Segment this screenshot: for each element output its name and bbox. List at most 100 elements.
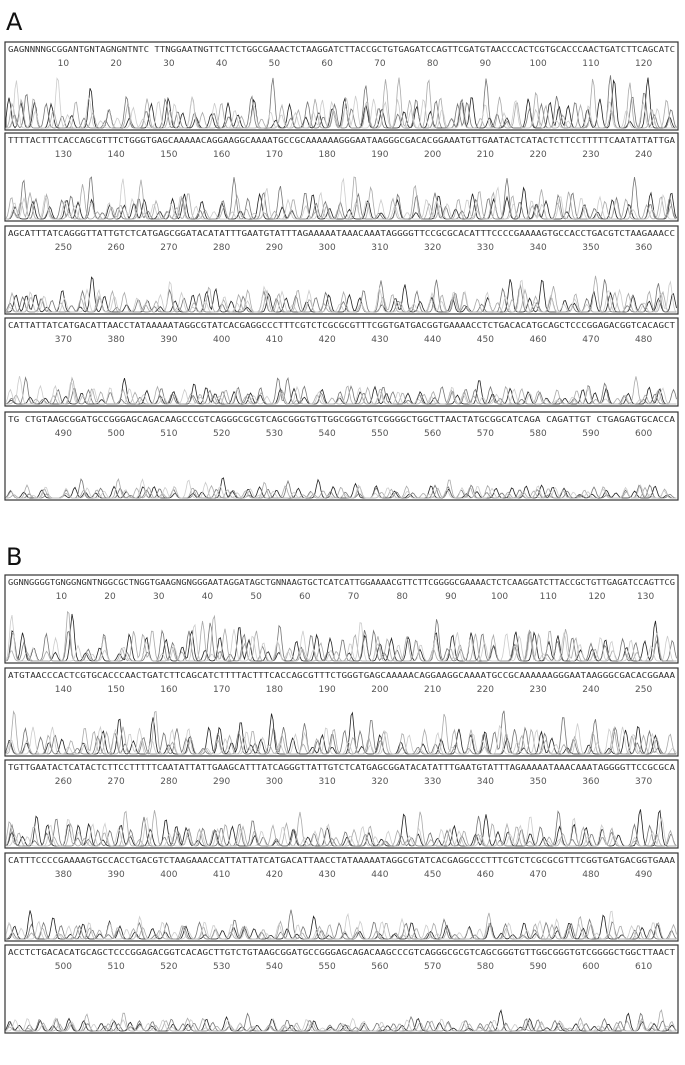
trace: [6, 910, 677, 940]
trace: [5, 478, 677, 499]
panel-label: A: [6, 8, 23, 36]
position-number: 430: [319, 870, 336, 880]
sequence: CATTATTATCATGACATTAACCTATAAAAATAGGCGTATC…: [8, 321, 675, 330]
sequence: GGNNGGGGTGNGGNGNTNGGCGCTNGGTGAAGNGNGGGAA…: [8, 578, 675, 587]
position-number: 240: [582, 685, 599, 695]
position-number: 50: [250, 592, 262, 602]
position-number: 100: [530, 59, 547, 69]
position-number: 570: [424, 962, 441, 972]
strip-frame: [4, 759, 679, 849]
trace-strip: GAGNNNNGCGGANTGNTAGNGNTNTC TTNGGAATNGTTC…: [4, 41, 679, 131]
position-number: 160: [213, 150, 230, 160]
position-number: 440: [424, 335, 441, 345]
position-number: 360: [582, 777, 599, 787]
position-number: 570: [477, 429, 494, 439]
position-number: 340: [530, 243, 547, 253]
position-number: 420: [319, 335, 336, 345]
trace: [5, 77, 677, 129]
position-number: 320: [424, 243, 441, 253]
trace: [5, 912, 677, 940]
position-number: 460: [530, 335, 547, 345]
trace: [6, 816, 677, 847]
trace: [6, 176, 677, 220]
trace: [5, 279, 677, 313]
strip-frame: [4, 41, 679, 131]
sequence: TGTTGAATACTCATACTCTTCCTTTTTCAATATTATTGAA…: [8, 763, 675, 772]
position-number: 70: [374, 59, 386, 69]
position-number: 590: [530, 962, 547, 972]
position-number: 90: [480, 59, 492, 69]
position-number: 370: [55, 335, 72, 345]
position-number: 440: [371, 870, 388, 880]
position-number: 100: [491, 592, 508, 602]
trace: [5, 275, 677, 313]
position-number: 210: [477, 150, 494, 160]
position-number: 330: [424, 777, 441, 787]
trace: [5, 279, 677, 313]
position-number: 590: [582, 429, 599, 439]
position-number: 140: [108, 150, 125, 160]
position-number: 200: [371, 685, 388, 695]
trace: [5, 615, 677, 662]
position-number: 450: [424, 870, 441, 880]
position-number: 300: [266, 777, 283, 787]
position-number: 120: [588, 592, 605, 602]
position-number: 290: [266, 243, 283, 253]
position-number: 400: [213, 335, 230, 345]
position-number: 480: [582, 870, 599, 880]
sequence: ACCTCTGACACATGCAGCTCCCGGAGACGGTCACAGCTTG…: [8, 948, 675, 957]
position-number: 410: [266, 335, 283, 345]
sequence: ATGTAACCCACTCGTGCACCCAACTGATCTTCAGCATCTT…: [8, 671, 675, 680]
trace: [6, 478, 677, 499]
strip-frame: [4, 411, 679, 501]
position-number: 250: [55, 243, 72, 253]
trace-strip: TGTTGAATACTCATACTCTTCCTTTTTCAATATTATTGAA…: [4, 759, 679, 849]
position-number: 110: [540, 592, 557, 602]
position-number: 520: [213, 429, 230, 439]
trace: [5, 376, 677, 405]
position-number: 280: [213, 243, 230, 253]
position-number: 360: [635, 243, 652, 253]
position-number: 520: [160, 962, 177, 972]
position-number: 390: [108, 870, 125, 880]
position-number: 310: [319, 777, 336, 787]
position-number: 510: [108, 962, 125, 972]
position-number: 20: [104, 592, 116, 602]
position-number: 190: [371, 150, 388, 160]
trace-strip: TG CTGTAAGCGGATGCCGGGAGCAGACAAGCCCGTCAGG…: [4, 411, 679, 501]
position-number: 550: [371, 429, 388, 439]
position-number: 340: [477, 777, 494, 787]
position-number: 390: [160, 335, 177, 345]
position-number: 20: [110, 59, 122, 69]
position-number: 490: [55, 429, 72, 439]
strip-frame: [4, 667, 679, 757]
position-number: 410: [213, 870, 230, 880]
position-number: 150: [160, 150, 177, 160]
position-number: 380: [108, 335, 125, 345]
position-number: 170: [266, 150, 283, 160]
position-number: 350: [530, 777, 547, 787]
position-number: 160: [160, 685, 177, 695]
position-number: 400: [160, 870, 177, 880]
position-number: 380: [55, 870, 72, 880]
position-number: 70: [348, 592, 360, 602]
position-number: 170: [213, 685, 230, 695]
position-number: 430: [371, 335, 388, 345]
position-number: 530: [213, 962, 230, 972]
strip-frame: [4, 225, 679, 315]
sequence: AGCATTTATCAGGGTTATTGTCTCATGAGCGGATACATAT…: [8, 229, 675, 238]
position-number: 540: [319, 429, 336, 439]
position-number: 290: [213, 777, 230, 787]
position-number: 300: [319, 243, 336, 253]
position-number: 280: [160, 777, 177, 787]
trace-strip: ACCTCTGACACATGCAGCTCCCGGAGACGGTCACAGCTTG…: [4, 944, 679, 1034]
strip-frame: [4, 574, 679, 664]
strip-frame: [4, 944, 679, 1034]
panel-label: B: [6, 543, 22, 571]
position-number: 130: [55, 150, 72, 160]
position-number: 600: [582, 962, 599, 972]
trace: [5, 710, 677, 755]
position-number: 260: [55, 777, 72, 787]
trace-strip: AGCATTTATCAGGGTTATTGTCTCATGAGCGGATACATAT…: [4, 225, 679, 315]
sequence: TTTTACTTTCACCAGCGTTTCTGGGTGAGCAAAAACAGGA…: [8, 136, 675, 145]
